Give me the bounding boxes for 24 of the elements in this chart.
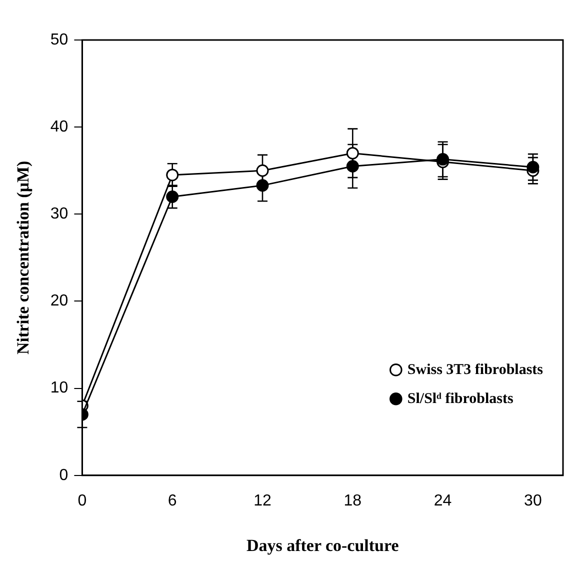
x-tick-label: 0 <box>78 492 87 510</box>
y-tick-label: 30 <box>50 206 68 223</box>
x-axis-title: Days after co-culture <box>246 536 400 556</box>
y-tick-label: 50 <box>50 31 68 48</box>
point <box>526 160 540 174</box>
y-tick-label: 0 <box>59 466 68 484</box>
y-tick-label: 10 <box>50 380 68 397</box>
y-tick-label: 20 <box>50 292 68 310</box>
point <box>346 160 359 173</box>
x-tick-label: 18 <box>344 492 362 510</box>
x-tick-label: 24 <box>434 492 452 510</box>
point <box>166 168 179 182</box>
point <box>436 153 450 166</box>
point <box>346 146 359 160</box>
x-tick-label: 30 <box>524 492 542 510</box>
point <box>166 190 179 203</box>
y-axis-title: Nitrite concentration (μM) <box>14 160 33 355</box>
y-tick-label: 40 <box>50 118 68 136</box>
point <box>256 179 269 192</box>
legend-label: Swiss 3T3 fibroblasts <box>407 362 544 378</box>
legend-label: Sl/Slᵈ fibroblasts <box>407 390 514 407</box>
point <box>256 164 269 177</box>
x-tick-label: 12 <box>254 492 272 510</box>
x-tick-label: 6 <box>168 492 177 510</box>
